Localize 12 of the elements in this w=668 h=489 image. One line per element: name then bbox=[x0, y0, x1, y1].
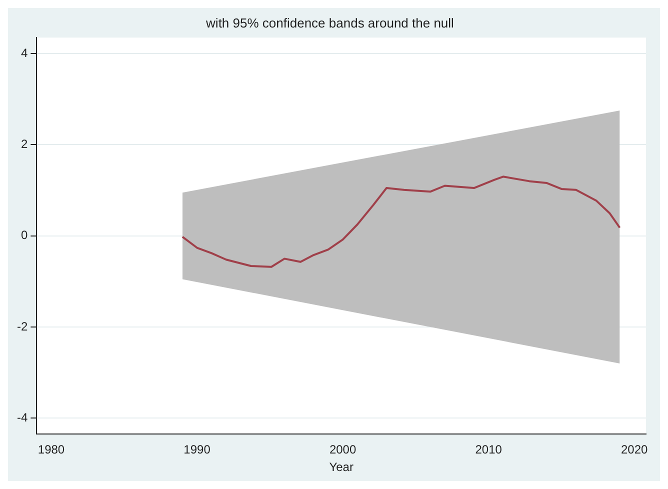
x-tick-label: 2000 bbox=[329, 442, 356, 457]
y-tick-label: 2 bbox=[20, 137, 28, 152]
y-tick-label: -4 bbox=[17, 410, 28, 425]
y-tick-label: 4 bbox=[20, 46, 28, 60]
y-tick-label: -2 bbox=[17, 319, 28, 334]
x-tick-label: 2020 bbox=[620, 442, 648, 457]
y-tick-label: 0 bbox=[20, 228, 28, 242]
x-axis-title: Year bbox=[329, 460, 354, 474]
chart-title: with 95% confidence bands around the null bbox=[205, 15, 454, 30]
x-tick-label: 1980 bbox=[38, 442, 65, 457]
x-tick-label: 2010 bbox=[475, 442, 502, 457]
x-tick-label: 1990 bbox=[184, 442, 211, 457]
